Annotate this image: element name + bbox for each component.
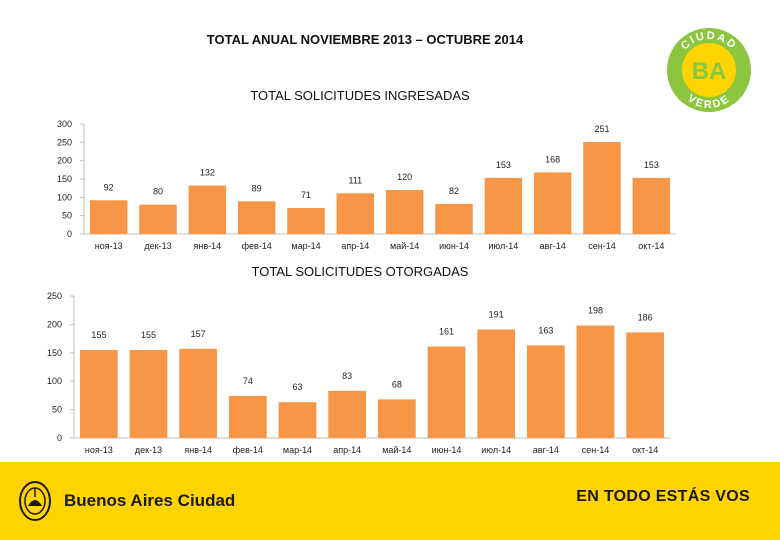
footer-brand-block: Buenos Aires Ciudad xyxy=(18,480,235,522)
otorgadas-bar xyxy=(129,349,168,438)
footer-brand: Buenos Aires Ciudad xyxy=(64,491,236,510)
otorgadas-bar xyxy=(526,345,565,438)
ingresadas-y-tick-label: 200 xyxy=(57,156,72,166)
ingresadas-category-label: май-14 xyxy=(390,241,419,251)
otorgadas-data-label: 63 xyxy=(292,382,302,392)
otorgadas-data-label: 198 xyxy=(588,306,603,316)
ingresadas-category-label: апр-14 xyxy=(341,241,369,251)
ingresadas-category-label: июл-14 xyxy=(488,241,518,251)
otorgadas-bar xyxy=(477,329,516,438)
ciudad-verde-logo: CIUDAD BA VERDE xyxy=(664,25,754,115)
ingresadas-y-tick-label: 250 xyxy=(57,137,72,147)
ingresadas-y-tick-label: 0 xyxy=(67,229,72,239)
otorgadas-bar xyxy=(328,390,367,438)
otorgadas-category-label: мар-14 xyxy=(283,445,312,455)
ingresadas-category-label: янв-14 xyxy=(194,241,222,251)
ingresadas-category-label: авг-14 xyxy=(540,241,566,251)
otorgadas-category-label: июл-14 xyxy=(481,445,511,455)
ingresadas-y-tick-label: 50 xyxy=(62,211,72,221)
ingresadas-data-label: 168 xyxy=(545,154,560,164)
ingresadas-data-label: 153 xyxy=(496,160,511,170)
otorgadas-data-label: 161 xyxy=(439,327,454,337)
otorgadas-bar xyxy=(278,402,317,438)
otorgadas-category-label: фев-14 xyxy=(233,445,263,455)
logo-graphic: CIUDAD BA VERDE xyxy=(667,28,751,112)
ingresadas-category-label: дек-13 xyxy=(144,241,171,251)
otorgadas-bar xyxy=(626,332,665,438)
ingresadas-data-label: 92 xyxy=(104,182,114,192)
otorgadas-category-label: янв-14 xyxy=(184,445,212,455)
ingresadas-data-label: 251 xyxy=(594,124,609,134)
ingresadas-y-tick-label: 100 xyxy=(57,192,72,202)
ingresadas-data-label: 153 xyxy=(644,160,659,170)
otorgadas-category-label: авг-14 xyxy=(533,445,559,455)
otorgadas-bar xyxy=(79,349,118,438)
ingresadas-y-tick-label: 300 xyxy=(57,119,72,129)
ingresadas-data-label: 82 xyxy=(449,186,459,196)
ingresadas-bar xyxy=(188,185,227,234)
otorgadas-category-label: ноя-13 xyxy=(85,445,113,455)
footer-slogan: EN TODO ESTÁS VOS xyxy=(576,488,750,505)
otorgadas-data-label: 155 xyxy=(91,330,106,340)
otorgadas-data-label: 68 xyxy=(392,379,402,389)
otorgadas-data-label: 83 xyxy=(342,371,352,381)
otorgadas-data-label: 157 xyxy=(191,329,206,339)
otorgadas-y-tick-label: 200 xyxy=(47,319,62,329)
logo-mark: BA xyxy=(692,58,727,85)
ingresadas-data-label: 89 xyxy=(252,183,262,193)
ingresadas-category-label: июн-14 xyxy=(439,241,469,251)
otorgadas-data-label: 191 xyxy=(489,310,504,320)
ingresadas-bar xyxy=(385,190,424,234)
otorgadas-bar xyxy=(179,348,218,438)
otorgadas-bar xyxy=(427,346,466,438)
ingresadas-category-label: ноя-13 xyxy=(95,241,123,251)
otorgadas-data-label: 74 xyxy=(243,376,253,386)
chart-title-otorgadas: TOTAL SOLICITUDES OTORGADAS xyxy=(251,264,469,279)
ingresadas-bar xyxy=(435,203,473,234)
ingresadas-y-tick-label: 150 xyxy=(57,174,72,184)
otorgadas-data-label: 163 xyxy=(538,325,553,335)
otorgadas-category-label: май-14 xyxy=(382,445,411,455)
ingresadas-category-label: мар-14 xyxy=(291,241,320,251)
bar-chart-ingresadas: 0 50 100 150 200 250 300 92 ноя-13 80 дек-13 132 янв… xyxy=(57,119,676,251)
chart-title-ingresadas: TOTAL SOLICITUDES INGRESADAS xyxy=(250,88,470,103)
ingresadas-bar xyxy=(336,193,375,234)
ingresadas-data-label: 111 xyxy=(348,175,362,185)
ingresadas-data-label: 120 xyxy=(397,172,412,182)
ingresadas-bar xyxy=(484,177,523,234)
otorgadas-y-tick-label: 50 xyxy=(52,405,62,415)
otorgadas-category-label: дек-13 xyxy=(135,445,162,455)
ingresadas-category-label: фев-14 xyxy=(242,241,272,251)
otorgadas-category-label: окт-14 xyxy=(632,445,658,455)
ingresadas-data-label: 80 xyxy=(153,187,163,197)
ingresadas-data-label: 132 xyxy=(200,168,215,178)
otorgadas-y-tick-label: 250 xyxy=(47,291,62,301)
otorgadas-category-label: апр-14 xyxy=(333,445,361,455)
otorgadas-bar xyxy=(377,399,416,438)
otorgadas-category-label: сен-14 xyxy=(582,445,609,455)
otorgadas-category-label: июн-14 xyxy=(432,445,462,455)
ingresadas-bar xyxy=(533,172,572,234)
otorgadas-bar xyxy=(576,325,615,438)
ingresadas-bar xyxy=(287,207,325,234)
otorgadas-data-label: 186 xyxy=(638,312,653,322)
ingresadas-bar xyxy=(237,201,276,234)
ingresadas-category-label: окт-14 xyxy=(638,241,664,251)
otorgadas-y-tick-label: 100 xyxy=(47,376,62,386)
ingresadas-bar xyxy=(583,141,621,234)
ingresadas-bar xyxy=(139,204,177,234)
otorgadas-y-tick-label: 0 xyxy=(57,433,62,443)
otorgadas-data-label: 155 xyxy=(141,330,156,340)
ingresadas-data-label: 71 xyxy=(301,190,311,200)
bar-chart-otorgadas: 0 50 100 150 200 250 155 ноя-13 155 дек-13 157 янв-… xyxy=(47,291,670,455)
city-crest-icon xyxy=(19,481,51,521)
footer-bar: Buenos Aires Ciudad EN TODO ESTÁS VOS xyxy=(0,462,780,540)
ingresadas-bar xyxy=(89,200,128,234)
otorgadas-y-tick-label: 150 xyxy=(47,348,62,358)
ingresadas-bar xyxy=(632,177,671,234)
otorgadas-bar xyxy=(228,395,267,438)
ingresadas-category-label: сен-14 xyxy=(588,241,615,251)
logo-bottom-text: VERDE xyxy=(685,92,733,111)
page-title: TOTAL ANUAL NOVIEMBRE 2013 – OCTUBRE 201… xyxy=(206,32,524,47)
